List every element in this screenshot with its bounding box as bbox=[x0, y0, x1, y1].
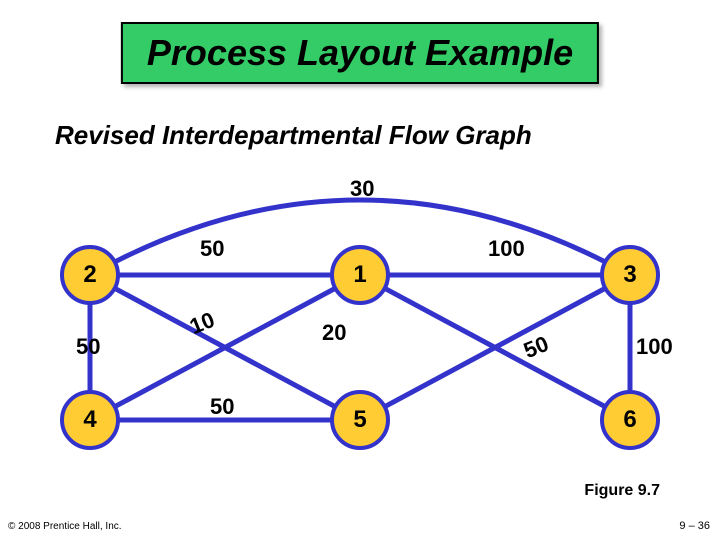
node-6: 6 bbox=[600, 390, 660, 450]
node-4: 4 bbox=[60, 390, 120, 450]
page-number: 9 – 36 bbox=[679, 520, 710, 532]
figure-label: Figure 9.7 bbox=[584, 482, 660, 500]
node-2: 2 bbox=[60, 245, 120, 305]
edge-label-1-4: 20 bbox=[322, 320, 346, 346]
edge-label-2-1: 50 bbox=[200, 236, 224, 262]
edge-label-1-3: 100 bbox=[488, 236, 525, 262]
node-1: 1 bbox=[330, 245, 390, 305]
edge-label-3-6: 100 bbox=[636, 334, 673, 360]
node-3: 3 bbox=[600, 245, 660, 305]
edge-label-2-4: 50 bbox=[76, 334, 100, 360]
copyright: © 2008 Prentice Hall, Inc. bbox=[8, 521, 122, 532]
edge-label-2-3: 30 bbox=[350, 176, 374, 202]
node-5: 5 bbox=[330, 390, 390, 450]
edge-label-4-5: 50 bbox=[210, 394, 234, 420]
